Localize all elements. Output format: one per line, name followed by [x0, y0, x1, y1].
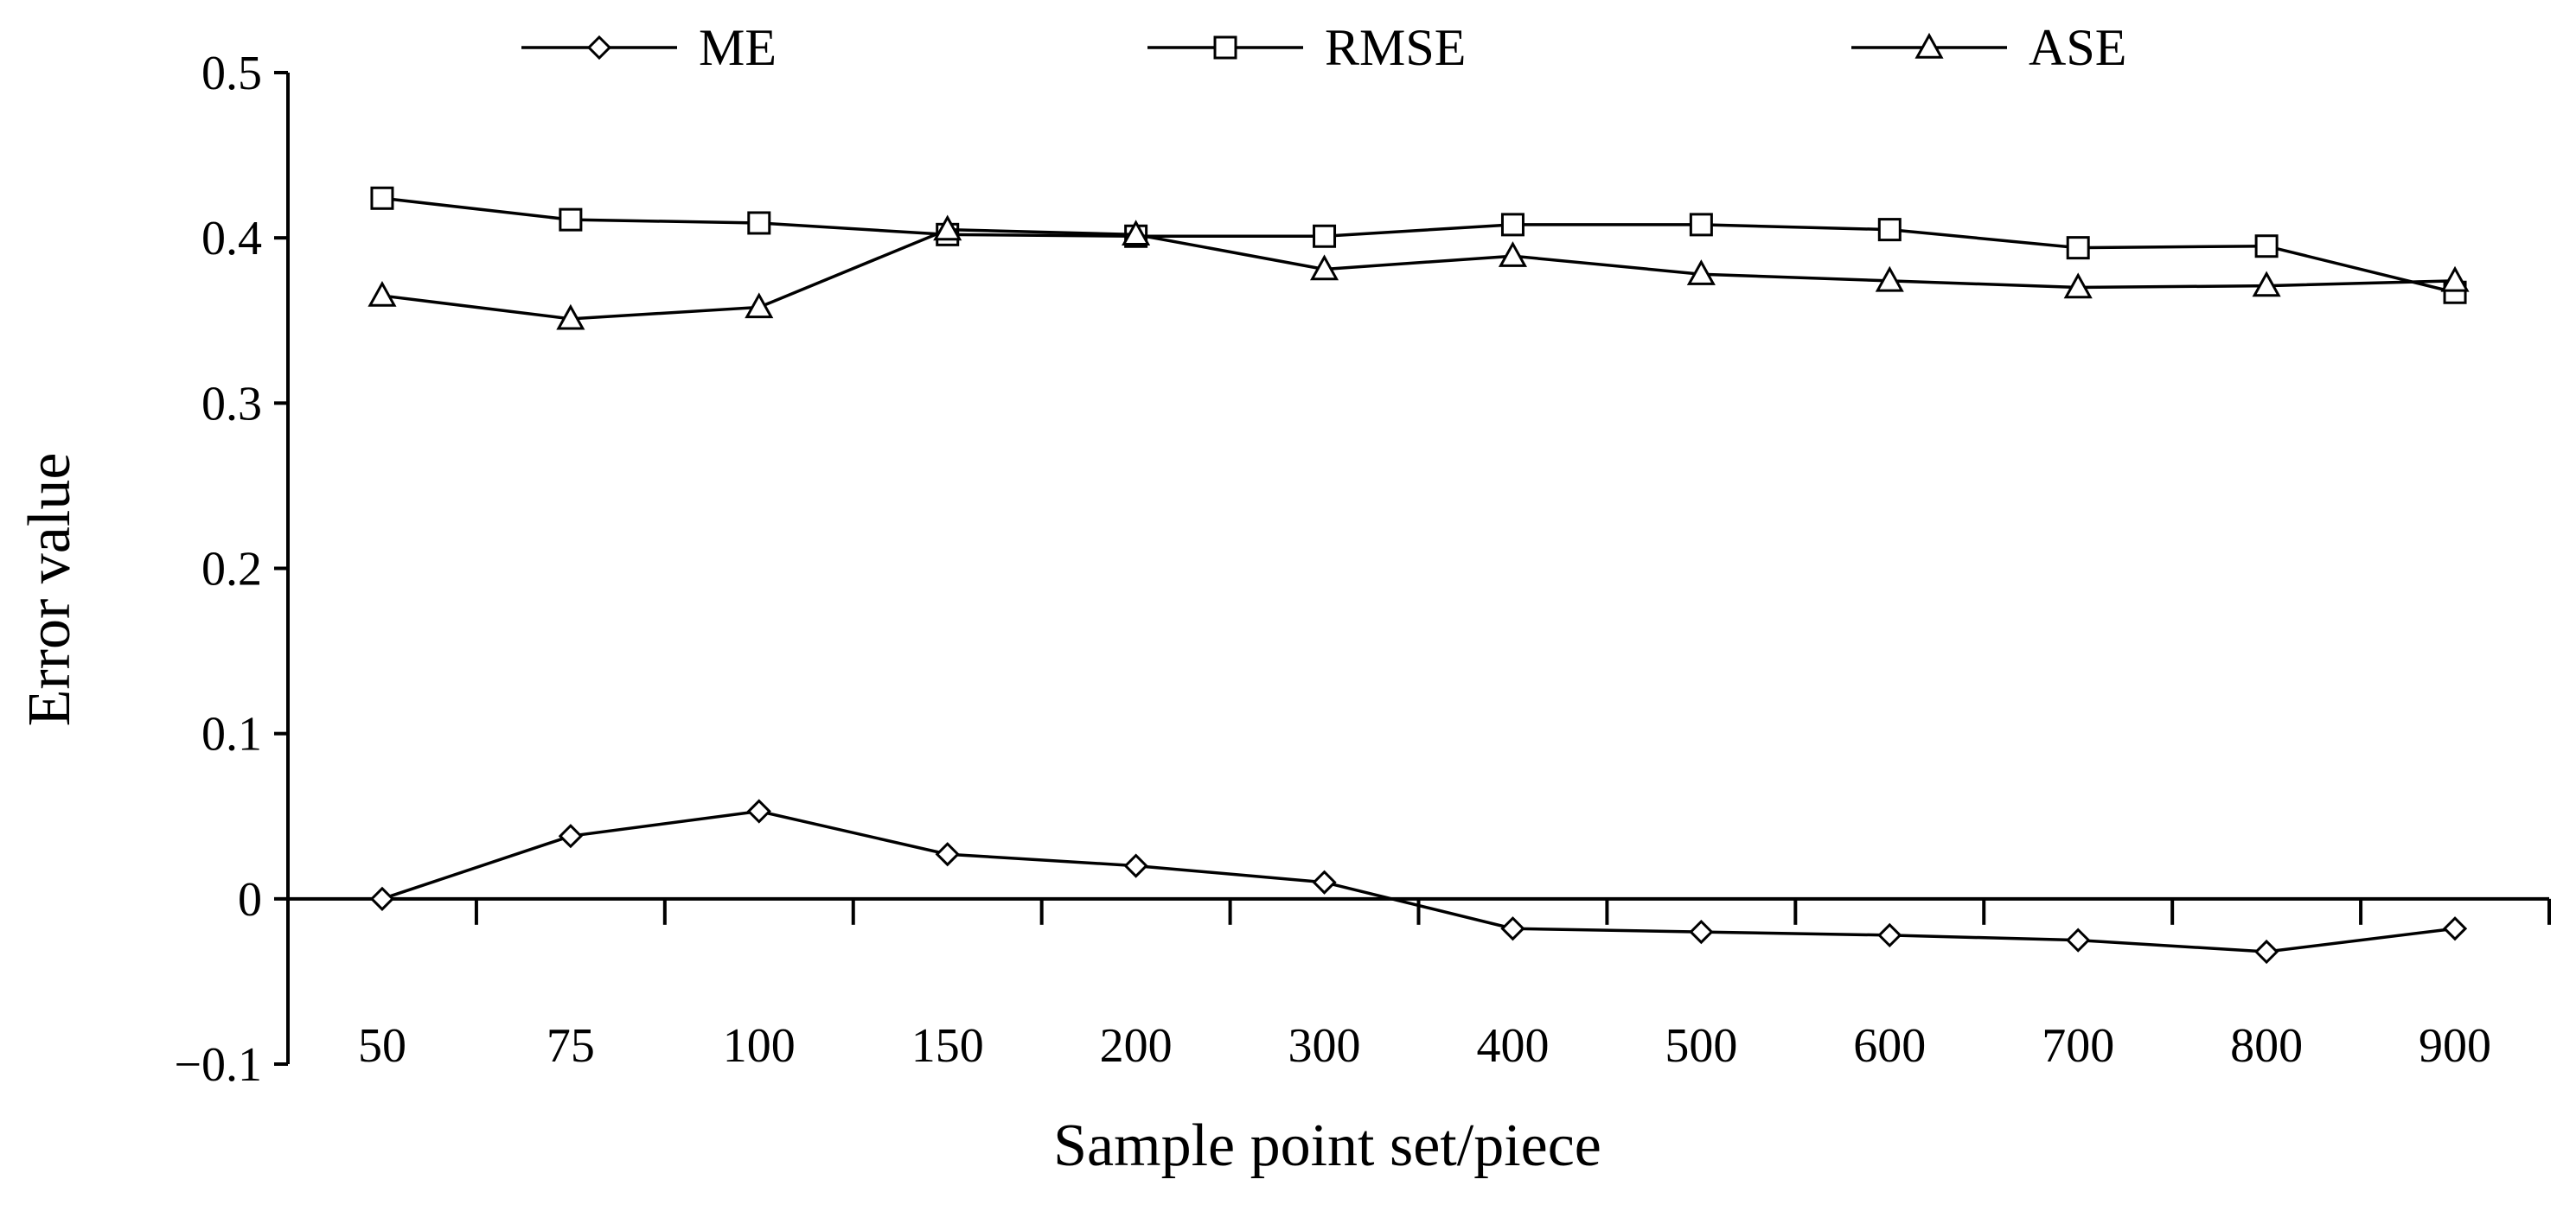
x-tick-label: 500 — [1665, 1019, 1737, 1073]
me-point — [935, 842, 960, 867]
y-tick-label: 0.4 — [201, 212, 262, 265]
x-tick-label: 50 — [358, 1019, 406, 1073]
series-layer — [368, 186, 2470, 965]
ase-point — [556, 303, 585, 330]
rmse-line — [381, 196, 2456, 294]
rmse-point — [370, 186, 394, 210]
y-tick-label: 0.3 — [201, 377, 262, 430]
ase-line — [381, 227, 2456, 321]
y-axis-label: Error value — [16, 453, 83, 727]
ase-point — [2252, 271, 2281, 297]
rmse-point — [747, 211, 771, 235]
rmse-point — [1877, 218, 1902, 242]
rmse-point — [1313, 224, 1337, 248]
x-tick-label: 150 — [911, 1019, 984, 1073]
y-tick-label: −0.1 — [174, 1038, 262, 1092]
y-tick-label: 0 — [238, 873, 262, 927]
x-tick-label: 300 — [1288, 1019, 1361, 1073]
ase-point — [745, 292, 774, 319]
legend-label-ase: ASE — [2029, 19, 2126, 76]
x-tick-label: 200 — [1100, 1019, 1173, 1073]
me-point — [369, 886, 395, 911]
me-point — [1312, 870, 1337, 895]
ase-point — [1122, 220, 1151, 246]
x-tick-label: 100 — [723, 1019, 796, 1073]
x-tick-label: 75 — [547, 1019, 595, 1073]
x-ticks: 50 75 100 150 200 300 400 500 600 700 800 900 — [358, 898, 2551, 1073]
y-tick-label: 0.1 — [201, 708, 262, 762]
legend-item-rmse: RMSE — [1147, 19, 1466, 76]
ase-point — [933, 214, 962, 241]
rmse-point — [1500, 213, 1525, 237]
me-point — [1877, 922, 1902, 948]
rmse-point — [2254, 234, 2279, 258]
x-tick-label: 900 — [2419, 1019, 2491, 1073]
legend-item-ase: ASE — [1851, 19, 2126, 76]
me-point — [2442, 916, 2468, 941]
me-point — [2254, 939, 2279, 965]
ase-point — [1309, 254, 1339, 281]
y-ticks: −0.1 0 0.1 0.2 0.3 0.4 0.5 — [174, 47, 288, 1092]
x-tick-label: 800 — [2230, 1019, 2303, 1073]
x-tick-label: 700 — [2042, 1019, 2114, 1073]
legend-marker-ase — [1914, 32, 1944, 59]
me-point — [1123, 853, 1148, 878]
x-axis-label: Sample point set/piece — [1053, 1113, 1601, 1179]
ase-point — [1686, 259, 1716, 285]
me-line — [381, 809, 2456, 953]
series-ase — [368, 214, 2470, 330]
x-tick-label: 600 — [1853, 1019, 1926, 1073]
y-tick-label: 0.2 — [201, 543, 262, 596]
legend-item-me: ME — [521, 19, 777, 76]
me-point — [558, 824, 583, 849]
ase-point — [368, 280, 397, 307]
legend-label-me: ME — [699, 19, 777, 76]
series-me — [369, 799, 2468, 965]
y-tick-label: 0.5 — [201, 47, 262, 100]
ase-point — [1498, 241, 1528, 267]
ase-point — [1875, 265, 1904, 292]
me-point — [1689, 919, 1714, 945]
me-point — [2066, 928, 2091, 953]
me-point — [746, 799, 771, 824]
ase-point — [2063, 272, 2093, 299]
legend: ME RMSE ASE — [521, 19, 2126, 76]
rmse-point — [559, 207, 583, 232]
legend-label-rmse: RMSE — [1325, 19, 1466, 76]
rmse-point — [2066, 236, 2090, 260]
ase-point — [2440, 265, 2470, 292]
legend-marker-rmse — [1213, 35, 1237, 60]
x-tick-label: 400 — [1476, 1019, 1549, 1073]
me-point — [1500, 916, 1525, 941]
rmse-point — [1689, 213, 1713, 237]
legend-marker-me — [586, 35, 612, 61]
